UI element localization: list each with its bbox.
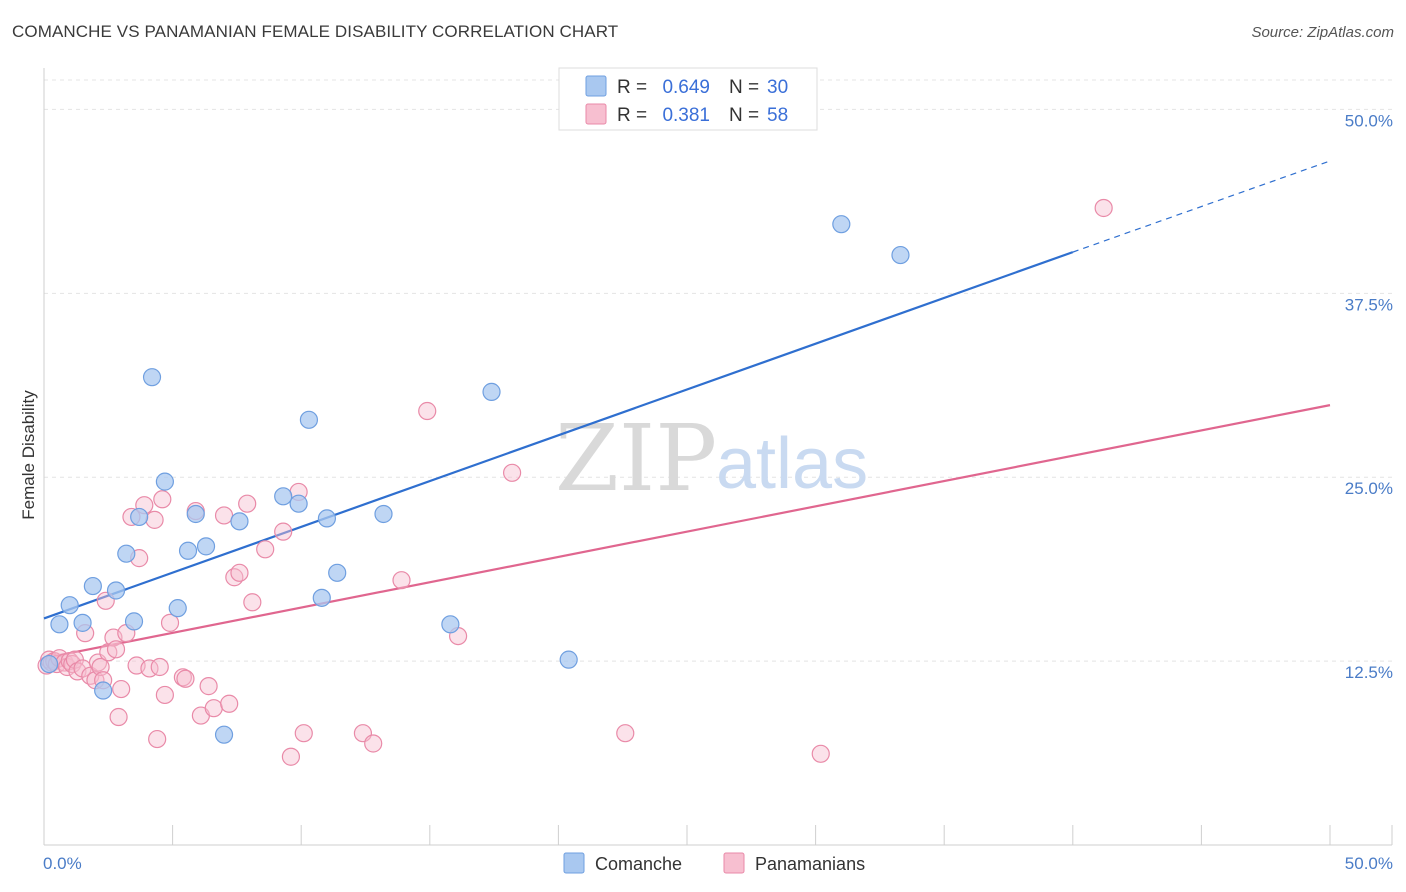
series-legend-swatch [563, 852, 585, 874]
data-point [186, 504, 205, 524]
series-legend: Comanche Panamanians [563, 852, 865, 874]
data-point [178, 541, 198, 560]
data-point [160, 613, 180, 632]
data-point [214, 725, 234, 744]
data-point [364, 734, 383, 753]
data-point [289, 494, 308, 513]
data-point [130, 507, 149, 527]
data-point [256, 540, 275, 559]
y-tick-label: 50.0% [1345, 111, 1393, 130]
data-point [106, 581, 126, 600]
y-tick-label: 37.5% [1345, 295, 1393, 314]
data-point [418, 401, 437, 421]
trend-line-comanche [43, 251, 1074, 620]
data-point [155, 685, 174, 705]
legend-n-label: N = [729, 77, 759, 98]
series-legend-label: Comanche [595, 854, 682, 874]
y-tick-labels: 12.5% 25.0% 37.5% 50.0% [1345, 111, 1393, 682]
data-point [317, 509, 337, 528]
data-point [204, 699, 223, 718]
data-point [40, 654, 59, 674]
data-point [230, 512, 249, 531]
data-point [168, 599, 187, 618]
data-point [811, 744, 830, 763]
data-point [83, 576, 102, 596]
data-point [176, 669, 195, 688]
data-point [124, 612, 144, 631]
data-point [392, 571, 411, 590]
data-point [281, 747, 301, 766]
trend-line-panamanians [43, 404, 1331, 660]
data-point [94, 681, 113, 700]
data-point [559, 650, 578, 669]
chart-title: COMANCHE VS PANAMANIAN FEMALE DISABILITY… [12, 22, 619, 41]
legend-n-value: 30 [767, 77, 788, 98]
data-point [148, 729, 167, 749]
data-point [196, 537, 216, 556]
data-point [891, 245, 910, 265]
legend-r-label: R = [617, 77, 647, 98]
source-label: Source: ZipAtlas.com [1251, 24, 1394, 41]
series-comanche [40, 215, 910, 744]
data-point [199, 677, 218, 696]
trend-line-extension [1072, 160, 1331, 253]
data-point [616, 724, 635, 743]
data-point [50, 615, 69, 634]
legend-r-value: 0.381 [662, 105, 710, 126]
data-point [117, 544, 136, 563]
data-point [482, 382, 501, 401]
legend-swatch [585, 75, 607, 97]
legend-n-value: 58 [767, 105, 788, 126]
watermark-zip: ZIP [555, 405, 717, 512]
data-points [37, 198, 1113, 766]
data-point [503, 463, 522, 482]
data-point [299, 410, 319, 429]
legend-n-label: N = [729, 105, 759, 126]
data-point [112, 679, 131, 699]
data-point [150, 657, 169, 677]
data-point [220, 694, 239, 713]
data-point [73, 613, 92, 632]
data-point [214, 506, 234, 525]
y-tick-label: 25.0% [1345, 479, 1393, 498]
data-point [312, 588, 331, 607]
legend-r-value: 0.649 [662, 77, 710, 98]
series-legend-swatch [723, 852, 745, 874]
data-point [441, 615, 460, 634]
data-point [832, 215, 851, 234]
data-point [153, 490, 172, 509]
data-point [328, 563, 347, 582]
data-point [145, 510, 164, 529]
axes [43, 68, 1393, 846]
data-point [294, 724, 313, 743]
data-point [274, 487, 293, 506]
data-point [274, 522, 293, 541]
data-point [374, 504, 393, 524]
y-axis-label: Female Disability [19, 390, 38, 520]
data-point [1094, 198, 1113, 218]
data-point [155, 472, 174, 491]
trend-lines [43, 160, 1331, 660]
watermark-atlas: atlas [716, 424, 868, 504]
legend-swatch [585, 103, 607, 125]
x-tick-label: 0.0% [43, 854, 82, 873]
x-tick-label: 50.0% [1345, 854, 1393, 873]
data-point [109, 707, 128, 727]
data-point [238, 494, 257, 513]
correlation-legend: R = 0.649 N = 30 R = 0.381 N = 58 [558, 67, 818, 131]
data-point [60, 596, 79, 615]
x-tick-labels: 0.0% 50.0% [43, 854, 1393, 873]
y-tick-label: 12.5% [1345, 663, 1393, 682]
data-point [142, 368, 162, 387]
data-point [91, 657, 110, 677]
watermark: ZIP atlas [555, 405, 868, 512]
legend-r-label: R = [617, 105, 647, 126]
data-point [106, 640, 126, 659]
data-point [230, 563, 249, 582]
series-legend-label: Panamanians [755, 854, 865, 874]
data-point [243, 593, 262, 612]
